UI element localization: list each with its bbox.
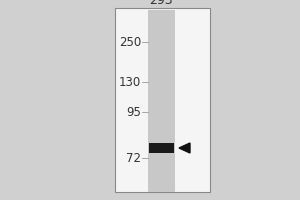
Bar [149, 143, 174, 153]
Text: 95: 95 [126, 106, 141, 118]
Text: 72: 72 [126, 152, 141, 164]
Text: 250: 250 [119, 36, 141, 48]
Bar [115, 8, 210, 192]
Text: 130: 130 [119, 75, 141, 88]
Bar [148, 10, 175, 192]
Polygon shape [179, 143, 190, 153]
Text: 293: 293 [149, 0, 173, 7]
